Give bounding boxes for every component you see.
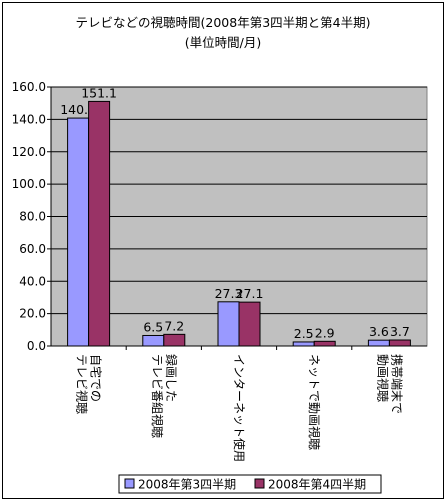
data-label: 2.9 [315, 325, 335, 340]
data-label: 6.5 [143, 319, 163, 334]
y-tick-label: 40.0 [19, 274, 46, 288]
bar-1 [292, 341, 315, 347]
chart-svg: テレビなどの視聴時間(2008年第3四半期と第4半期) (単位時間/月) 0.0… [12, 15, 428, 494]
y-tick-label: 80.0 [19, 210, 46, 224]
y-tick-label: 140.0 [12, 112, 46, 126]
category-label-line: 自宅での [89, 354, 104, 402]
legend-label: 2008年第3四半期 [138, 478, 236, 492]
y-tick-label: 20.0 [19, 307, 46, 321]
y-tick-label: 160.0 [12, 80, 46, 94]
category-label-line: テレビ視聴 [75, 354, 90, 414]
data-label: 140.8 [60, 102, 96, 117]
data-label: 3.6 [369, 324, 389, 339]
plot-area: 0.0 20.0 40.0 60.0 80.0 100.0 120.0 140.0 160.0 1… [12, 80, 428, 462]
legend-swatch [254, 478, 265, 489]
category-label: インターネット使用 [232, 354, 247, 462]
data-label: 27.3 [215, 286, 243, 301]
category-label-line: 動画視聴 [375, 354, 390, 402]
legend: 2008年第3四半期 2008年第4四半期 [118, 474, 382, 494]
bar-2 [388, 339, 411, 347]
y-tick-label: 120.0 [12, 145, 46, 159]
category-label: ネットで動画視聴 [307, 354, 322, 450]
legend-box [118, 474, 382, 494]
bar-1 [142, 334, 165, 347]
y-tick-label: 100.0 [12, 177, 46, 191]
bar-1 [67, 117, 90, 347]
bar-1 [217, 301, 240, 347]
legend-label: 2008年第4四半期 [268, 478, 366, 492]
category-label-line: テレビ番組視聴 [150, 354, 165, 438]
category-label-line: 録画した [164, 354, 179, 402]
bar-1 [367, 339, 390, 347]
data-label: 2.5 [294, 326, 314, 341]
chart-title: テレビなどの視聴時間(2008年第3四半期と第4半期) [76, 15, 371, 30]
data-label: 27.1 [236, 286, 264, 301]
category-label-line: インターネット使用 [232, 354, 247, 462]
chart-subtitle: (単位時間/月) [185, 35, 261, 50]
category-label-line: 携帯端末で [389, 354, 404, 414]
bar-2 [88, 100, 111, 347]
data-label: 151.1 [81, 85, 117, 100]
category-label-line: ネットで動画視聴 [307, 354, 322, 450]
bar-2 [313, 340, 336, 347]
y-tick-label: 60.0 [19, 242, 46, 256]
y-tick-label: 0.0 [27, 339, 46, 353]
data-label: 7.2 [164, 318, 184, 333]
bar-2 [163, 333, 186, 347]
chart-frame: テレビなどの視聴時間(2008年第3四半期と第4半期) (単位時間/月) 0.0… [2, 2, 444, 499]
data-label: 3.7 [390, 324, 410, 339]
bar-2 [238, 301, 261, 347]
legend-swatch [124, 478, 135, 489]
